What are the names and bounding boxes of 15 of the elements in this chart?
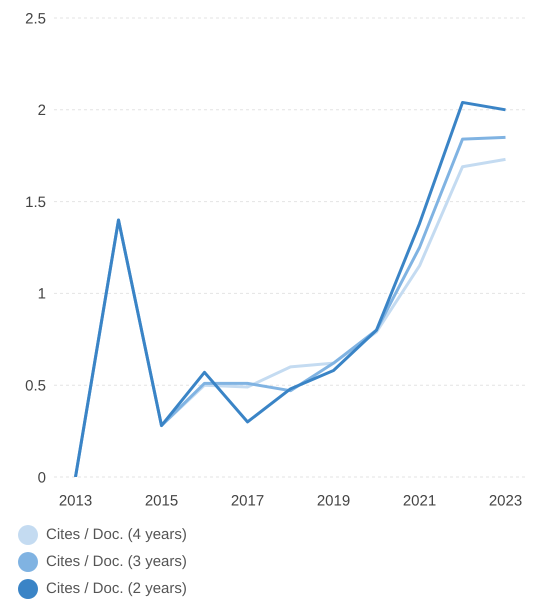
x-tick-label: 2013 xyxy=(58,492,92,510)
legend-label: Cites / Doc. (4 years) xyxy=(46,526,187,543)
legend-label: Cites / Doc. (2 years) xyxy=(46,580,187,597)
y-tick-label: 0.5 xyxy=(25,378,46,395)
y-tick-label: 2.5 xyxy=(25,10,46,28)
x-tick-label: 2017 xyxy=(230,492,264,510)
y-tick-label: 1.5 xyxy=(25,194,46,211)
x-tick-label: 2021 xyxy=(402,492,436,510)
y-tick-label: 2 xyxy=(38,102,46,120)
y-tick-label: 1 xyxy=(38,286,46,303)
x-tick-label: 2019 xyxy=(316,492,350,510)
x-tick-label: 2015 xyxy=(144,492,178,510)
y-tick-label: 0 xyxy=(38,469,46,486)
legend-label: Cites / Doc. (3 years) xyxy=(46,553,187,570)
x-tick-label: 2023 xyxy=(488,492,522,510)
